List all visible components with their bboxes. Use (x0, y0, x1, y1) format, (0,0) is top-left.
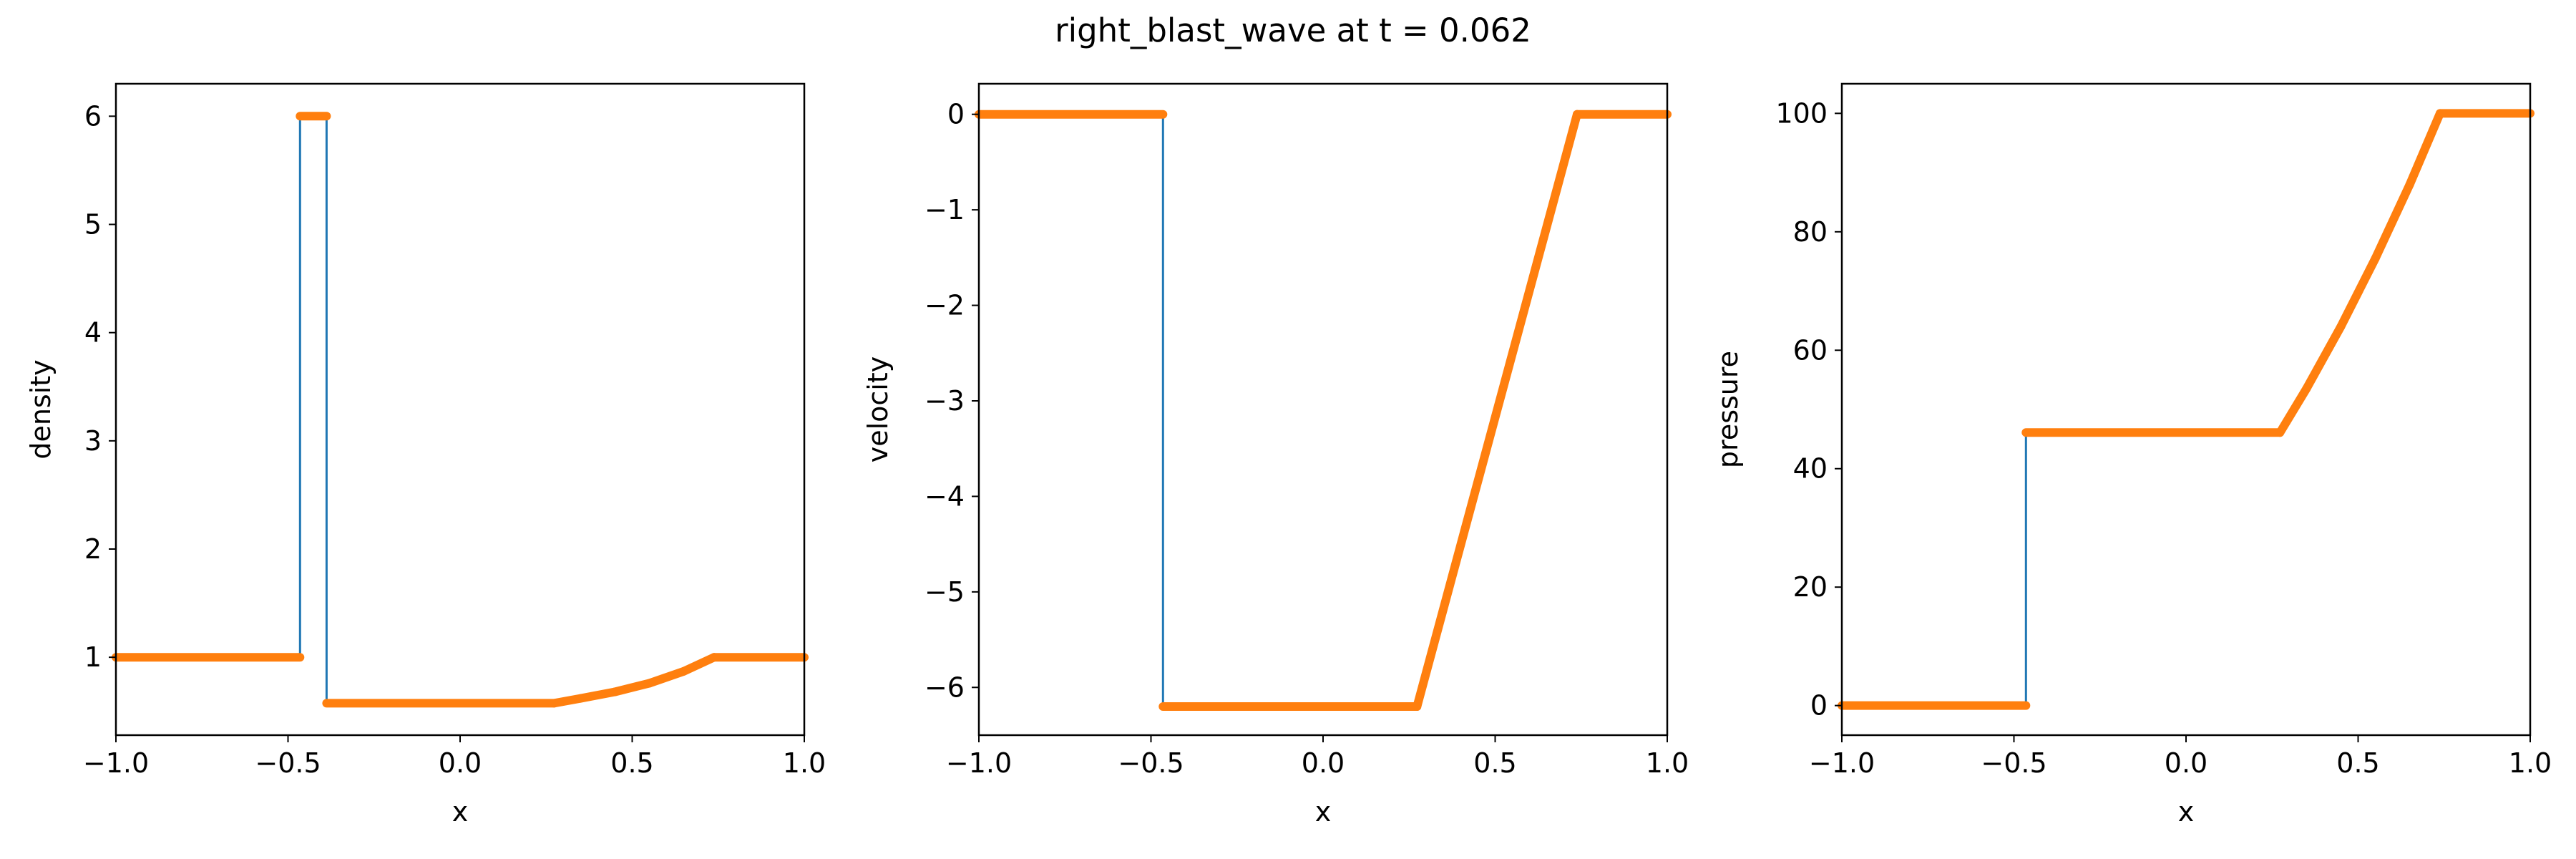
y-tick-label: −4 (924, 480, 965, 512)
numerical-solution-segment (2405, 109, 2444, 189)
x-tick-label: −0.5 (1981, 747, 2046, 779)
y-tick-label: 80 (1793, 216, 1828, 248)
x-axis-label: x (452, 796, 469, 828)
y-tick-label: 100 (1775, 97, 1828, 129)
y-tick-label: 20 (1793, 571, 1828, 603)
y-axis-label: pressure (1712, 351, 1744, 468)
numerical-solution-segment (679, 653, 718, 676)
x-tick-label: −1.0 (1809, 747, 1875, 779)
y-tick-label: −1 (924, 194, 965, 225)
x-tick-label: −1.0 (83, 747, 149, 779)
y-tick-label: −5 (924, 576, 965, 608)
x-tick-label: 0.0 (1302, 747, 1345, 779)
x-tick-label: 1.0 (1646, 747, 1689, 779)
y-tick-label: 1 (84, 641, 102, 673)
numerical-solution-segment (1413, 110, 1581, 711)
y-tick-label: 40 (1793, 453, 1828, 485)
y-tick-label: 60 (1793, 334, 1828, 366)
x-axis-label: x (1315, 796, 1332, 828)
y-tick-label: −3 (924, 385, 965, 417)
numerical-solution-segment (610, 679, 654, 697)
y-axis-label: density (25, 359, 57, 459)
x-tick-label: −0.5 (255, 747, 321, 779)
x-tick-label: 1.0 (2509, 747, 2552, 779)
y-tick-label: 0 (947, 99, 965, 130)
x-tick-label: 0.5 (1473, 747, 1516, 779)
numerical-solution-segment (550, 694, 585, 708)
x-tick-label: 1.0 (783, 747, 826, 779)
x-tick-label: 0.0 (2165, 747, 2207, 779)
subplot-density: −1.0 −0.5 0.0 0.5 1.0 1 2 3 4 5 6 x density (25, 82, 826, 828)
numerical-solution-segment (2302, 322, 2346, 393)
y-tick-label: −6 (924, 671, 965, 703)
y-axis-label: velocity (862, 356, 894, 463)
subplot-pressure: −1.0 −0.5 0.0 0.5 1.0 0 20 40 60 80 100 x pressure (1712, 82, 2552, 828)
subplot-velocity: −1.0 −0.5 0.0 0.5 1.0 −6 −5 −4 −3 −2 −1 0 x velocity (862, 82, 1689, 828)
x-tick-label: −1.0 (946, 747, 1012, 779)
numerical-solution-segment (2371, 180, 2414, 263)
y-tick-label: 6 (84, 100, 102, 132)
y-tick-label: 4 (84, 317, 102, 349)
y-tick-label: 0 (1810, 690, 1828, 722)
y-tick-label: 5 (84, 209, 102, 241)
x-axis-label: x (2178, 796, 2195, 828)
numerical-solution-segment (2275, 384, 2311, 437)
x-tick-label: −0.5 (1118, 747, 1184, 779)
x-tick-label: 0.5 (2336, 747, 2379, 779)
numerical-solution-segment (2336, 254, 2380, 331)
numerical-solution-segment (645, 666, 688, 688)
y-tick-label: −2 (924, 290, 965, 321)
numerical-solution-segment (576, 687, 620, 703)
x-tick-label: 0.0 (439, 747, 482, 779)
y-tick-label: 2 (84, 533, 102, 565)
x-tick-label: 0.5 (610, 747, 653, 779)
y-tick-label: 3 (84, 425, 102, 457)
figure-title: right_blast_wave at t = 0.062 (1055, 11, 1531, 49)
